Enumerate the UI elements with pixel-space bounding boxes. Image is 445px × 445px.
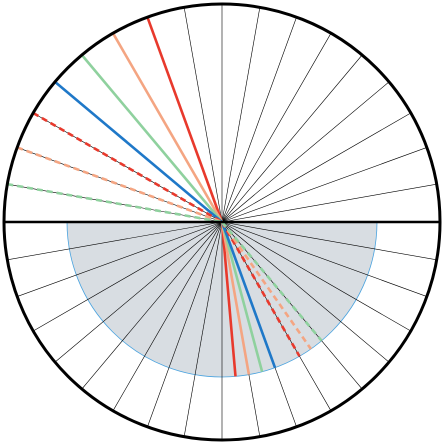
ray-salmon-incident xyxy=(111,32,224,223)
spoke-line xyxy=(221,33,332,223)
spoke-line xyxy=(221,221,332,411)
spoke-line xyxy=(221,81,390,223)
spoke-line xyxy=(81,221,223,390)
spoke-line xyxy=(221,183,437,223)
spoke-line xyxy=(54,221,223,363)
spoke-line xyxy=(147,221,223,427)
ray-green-refracted xyxy=(220,221,264,373)
spoke-line xyxy=(7,221,223,261)
ray-salmon-dashed-refracted xyxy=(220,221,312,350)
spoke-line xyxy=(183,7,223,223)
spoke-line xyxy=(221,221,437,261)
spoke-line xyxy=(183,221,223,437)
spoke-line xyxy=(221,7,261,223)
ray-red-incident xyxy=(146,16,224,223)
outer-circle xyxy=(2,2,442,442)
spoke-line xyxy=(221,54,363,223)
spoke-line xyxy=(221,221,390,363)
spoke-line xyxy=(112,221,223,411)
ray-green-dashed-refracted xyxy=(221,221,323,342)
spoke-line xyxy=(221,147,427,223)
ray-red-dashed-incident xyxy=(32,111,223,224)
ray-green-dashed-incident xyxy=(7,182,223,224)
spoke-line xyxy=(221,112,411,223)
spoke-line xyxy=(221,221,427,297)
ray-blue-refracted xyxy=(220,221,277,369)
ray-red-dashed-refracted xyxy=(220,221,301,357)
spoke-line xyxy=(221,17,297,223)
spoke-line xyxy=(33,221,223,332)
ray-green-incident xyxy=(80,54,223,223)
ray-blue-incident xyxy=(54,80,223,223)
spoke-line xyxy=(221,221,411,332)
ray-red-refracted xyxy=(220,221,237,377)
spoke-line xyxy=(17,221,223,297)
spoke-line xyxy=(221,221,363,390)
ray-salmon-dashed-incident xyxy=(16,146,223,224)
ray-salmon-refracted xyxy=(220,221,251,375)
